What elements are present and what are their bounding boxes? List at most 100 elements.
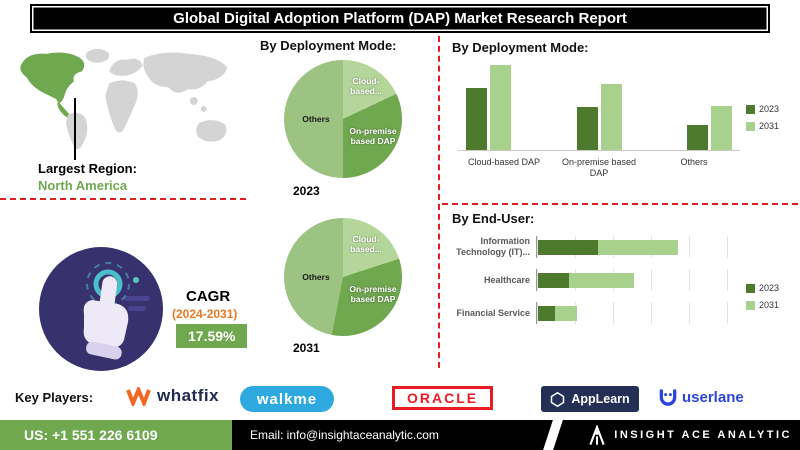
page-title: Global Digital Adoption Platform (DAP) M… [173, 10, 627, 27]
bar-2031 [490, 65, 511, 150]
map-central-america [57, 101, 72, 118]
walkme-wordmark: walkme [256, 390, 318, 408]
pie-chart-2023 [284, 60, 402, 178]
brand-name: INSIGHT ACE ANALYTIC [614, 429, 792, 441]
pie-chart-2031 [284, 218, 402, 336]
pie-caption-2023: 2023 [293, 184, 320, 198]
map-island [189, 97, 198, 105]
whatfix-wordmark: whatfix [157, 386, 220, 405]
deployment-bar-group [466, 65, 511, 150]
end-user-row: Healthcare [450, 269, 740, 291]
deployment-bar-category-labels: Cloud-based DAP On-premise based DAP Other… [458, 154, 740, 179]
logo-whatfix: whatfix [126, 386, 219, 406]
phone-banner: US: +1 551 226 6109 [0, 420, 232, 450]
deployment-bar-groups [458, 58, 740, 151]
world-map [20, 48, 228, 150]
legend-swatch-2031 [746, 121, 755, 131]
deployment-bar-group [576, 84, 622, 150]
pie-2031-cloud-label: Cloud-based... [350, 234, 382, 255]
deployment-bar-group [687, 106, 732, 150]
deployment-bar-chart: Cloud-based DAP On-premise based DAP Other… [458, 58, 740, 179]
email-banner: Email: info@insightaceanalytic.com [250, 420, 439, 450]
applearn-wordmark: AppLearn [571, 392, 630, 406]
deployment-legend: 2023 2031 [746, 104, 779, 131]
segment-2031 [569, 272, 634, 288]
bar-2023 [466, 88, 487, 150]
pie-2023-onpremise-label: On-premise based DAP [349, 126, 397, 147]
segment-2031 [555, 305, 577, 321]
end-user-bar [536, 302, 740, 324]
map-island [200, 105, 207, 112]
bar-2023 [687, 125, 708, 150]
map-africa [105, 80, 138, 133]
divider-dashed-left [0, 198, 246, 200]
largest-region-value: North America [38, 178, 128, 193]
logo-walkme: walkme [240, 386, 334, 412]
userlane-u-icon [659, 389, 677, 406]
applearn-hexagon-icon [551, 391, 565, 407]
logo-userlane: userlane [658, 388, 744, 407]
bar-2031 [600, 84, 622, 150]
segment-2031 [598, 239, 678, 255]
bar-category-label: Others [680, 157, 708, 167]
end-user-bar [536, 236, 740, 258]
legend-swatch-2023 [746, 104, 755, 114]
map-north-america-highlight [20, 52, 85, 103]
legend-label-2023: 2023 [759, 283, 780, 293]
segment-2023 [538, 239, 598, 255]
segment-2023 [538, 272, 569, 288]
end-user-heading: By End-User: [452, 211, 535, 226]
map-europe [109, 58, 143, 76]
key-players-label: Key Players: [15, 390, 94, 405]
email-address: Email: info@insightaceanalytic.com [250, 428, 439, 442]
segment-2023 [538, 305, 555, 321]
pie-section-heading: By Deployment Mode: [260, 38, 397, 53]
map-australia [196, 120, 227, 142]
legend-item-2031: 2031 [746, 121, 779, 131]
cagr-period: (2024-2031) [172, 307, 238, 321]
footer-bar [232, 420, 800, 450]
legend-item-2023: 2023 [746, 104, 779, 114]
legend-label-2031: 2031 [759, 300, 780, 310]
map-south-america [66, 112, 88, 150]
legend-label-2023: 2023 [759, 104, 780, 114]
end-user-chart: Information Technology (IT)... Healthcare… [450, 236, 740, 324]
whatfix-zigzag-icon [126, 386, 151, 406]
end-user-rows: Information Technology (IT)... Healthcare… [450, 236, 740, 324]
pie-2031-onpremise-label: On-premise based DAP [349, 284, 397, 305]
insight-ace-logo-icon [589, 424, 605, 445]
phone-number: US: +1 551 226 6109 [24, 427, 158, 443]
bar-2023 [576, 107, 598, 150]
divider-dashed-vertical [438, 36, 440, 368]
pie-2031-others-label: Others [302, 272, 330, 282]
map-greenland [85, 48, 110, 63]
report-title-bar: Global Digital Adoption Platform (DAP) M… [30, 4, 770, 33]
bar-2031 [711, 106, 732, 150]
cagr-value-badge: 17.59% [176, 324, 248, 348]
region-pointer-line [74, 98, 76, 160]
tap-hand-illustration [39, 247, 163, 371]
pie-caption-2031: 2031 [293, 341, 320, 355]
end-user-category-label: Information Technology (IT)... [456, 236, 530, 257]
logo-oracle: ORACLE [392, 386, 494, 410]
map-asia [143, 52, 228, 93]
cagr-label: CAGR [186, 288, 231, 305]
deployment-bar-heading: By Deployment Mode: [452, 40, 589, 55]
brand-lockup: INSIGHT ACE ANALYTIC [587, 420, 792, 450]
end-user-row: Financial Service [450, 302, 740, 324]
end-user-bar [536, 269, 740, 291]
bar-category-label: On-premise based DAP [561, 157, 637, 178]
end-user-row: Information Technology (IT)... [450, 236, 740, 258]
legend-item-2031: 2031 [746, 300, 779, 310]
userlane-wordmark: userlane [682, 389, 744, 406]
legend-swatch-2023 [746, 283, 755, 293]
end-user-category-label: Healthcare [483, 274, 530, 285]
oracle-wordmark: ORACLE [407, 390, 479, 406]
largest-region-label: Largest Region: [38, 161, 137, 176]
end-user-category-label: Financial Service [456, 307, 530, 318]
divider-dashed-right [442, 203, 798, 205]
end-user-legend: 2023 2031 [746, 283, 779, 310]
bar-category-label: Cloud-based DAP [467, 157, 541, 167]
legend-item-2023: 2023 [746, 283, 779, 293]
